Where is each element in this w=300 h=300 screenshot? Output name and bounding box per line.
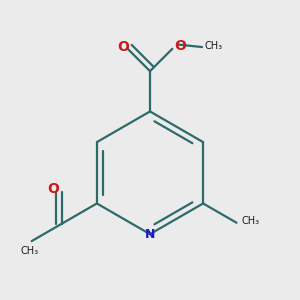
Text: O: O: [47, 182, 59, 196]
Text: O: O: [118, 40, 129, 54]
Text: CH₃: CH₃: [21, 246, 39, 256]
Text: N: N: [145, 228, 155, 241]
Text: O: O: [174, 39, 186, 53]
Text: CH₃: CH₃: [242, 216, 260, 226]
Text: CH₃: CH₃: [204, 41, 222, 51]
